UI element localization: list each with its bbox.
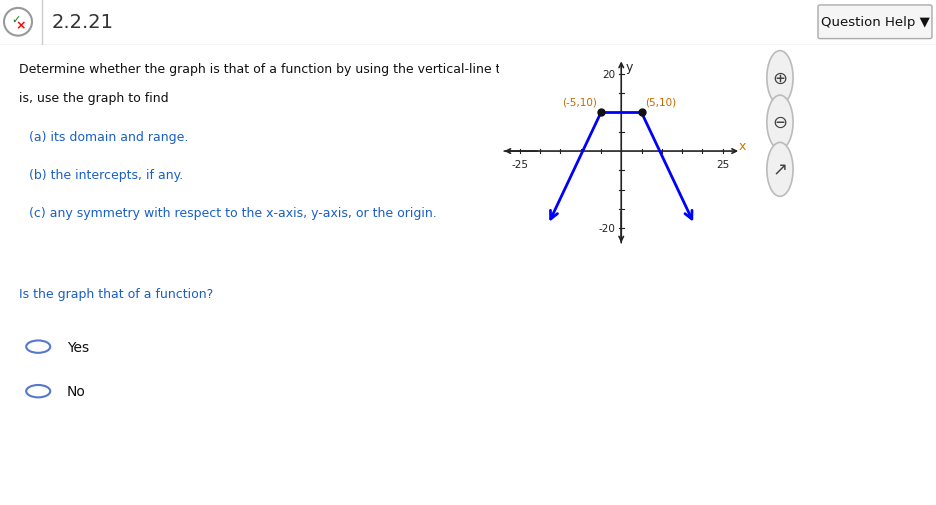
FancyBboxPatch shape [817,6,931,39]
Circle shape [766,52,792,106]
Text: ⊖: ⊖ [771,114,786,132]
Text: is, use the graph to find: is, use the graph to find [19,92,168,105]
Text: Question Help ▼: Question Help ▼ [820,16,929,29]
Text: 25: 25 [715,160,728,170]
Text: 2.2.21: 2.2.21 [51,13,114,32]
Text: Yes: Yes [67,340,89,354]
Text: y: y [625,61,633,74]
Text: (c) any symmetry with respect to the x-axis, y-axis, or the origin.: (c) any symmetry with respect to the x-a… [29,207,436,220]
Text: No: No [67,384,86,398]
Text: (a) its domain and range.: (a) its domain and range. [29,130,188,143]
Text: 20: 20 [601,70,614,80]
Circle shape [766,96,792,150]
Text: ↗: ↗ [771,161,786,179]
Text: x: x [739,139,746,153]
Circle shape [766,143,792,197]
Text: ×: × [16,19,26,32]
Text: Determine whether the graph is that of a function by using the vertical-line tes: Determine whether the graph is that of a… [19,63,548,75]
Text: (5,10): (5,10) [645,97,676,108]
Text: ✓: ✓ [11,15,21,25]
Text: -25: -25 [511,160,528,170]
Text: (b) the intercepts, if any.: (b) the intercepts, if any. [29,169,183,182]
Text: -20: -20 [597,224,614,234]
Text: ⊕: ⊕ [771,70,786,87]
Text: (-5,10): (-5,10) [562,97,596,108]
Text: Is the graph that of a function?: Is the graph that of a function? [19,288,213,300]
